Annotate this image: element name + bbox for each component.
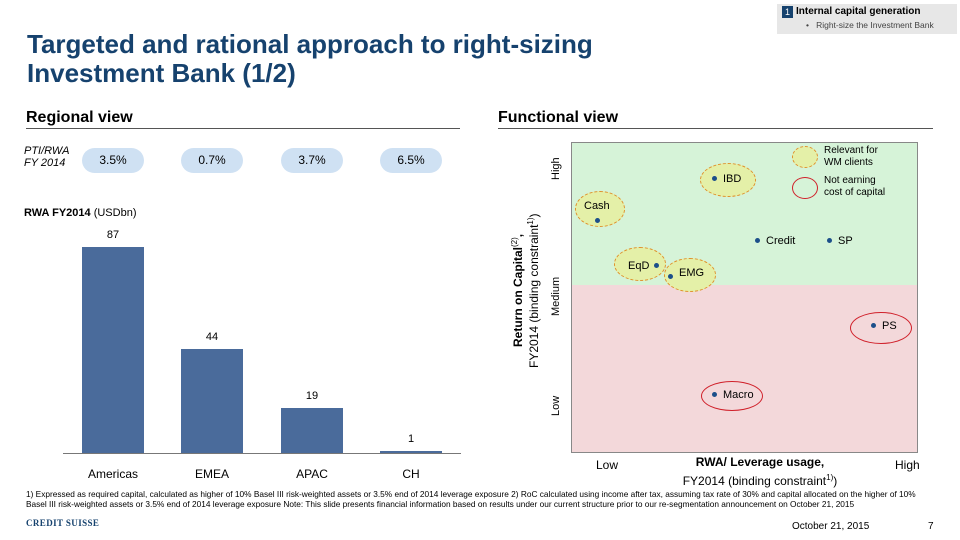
bar-chart-baseline	[63, 453, 461, 454]
legend-relevant-marker	[792, 146, 818, 168]
ps-label: PS	[882, 320, 897, 332]
tag-number: 1	[782, 6, 793, 18]
legend-not-earning-label: Not earning cost of capital	[824, 175, 885, 199]
category-label-apac: APAC	[296, 467, 328, 481]
emg-point	[668, 274, 673, 279]
y-title-normal: FY2014 (binding constraint	[527, 224, 541, 368]
cash-point	[595, 218, 600, 223]
y-axis-subtitle: FY2014 (binding constraint1))	[526, 213, 541, 368]
pti-value-americas: 3.5%	[82, 148, 144, 173]
tag-bullet-text: Right-size the Investment Bank	[816, 20, 934, 30]
bar-emea	[181, 349, 243, 453]
sp-point	[827, 238, 832, 243]
bar-value-apac: 19	[305, 390, 319, 402]
bar-value-ch: 1	[407, 433, 415, 445]
pti-value-ch: 6.5%	[380, 148, 442, 173]
credit-label: Credit	[766, 235, 796, 247]
red-zone	[572, 285, 917, 452]
x-title-normal: FY2014 (binding constraint	[682, 474, 827, 488]
footnote: 1) Expressed as required capital, calcul…	[26, 489, 916, 509]
ps-highlight	[850, 312, 912, 344]
regional-heading: Regional view	[26, 109, 133, 126]
ibd-point	[712, 176, 717, 181]
y-title-normal-suffix: )	[527, 213, 541, 218]
page-number: 7	[928, 521, 934, 532]
ibd-label: IBD	[723, 173, 742, 185]
y-title-bold-sup: (2)	[510, 237, 519, 247]
pti-label: PTI/RWA FY 2014	[24, 145, 69, 169]
bar-apac	[281, 408, 343, 453]
functional-heading: Functional view	[498, 109, 619, 126]
ibd-highlight	[700, 163, 756, 197]
bar-ch	[380, 451, 442, 453]
bar-value-americas: 87	[106, 229, 120, 241]
macro-point	[712, 392, 717, 397]
y-title-bold-suffix: ,	[511, 233, 525, 238]
ps-point	[871, 323, 876, 328]
page-title: Targeted and rational approach to right-…	[27, 30, 727, 88]
rwa-chart-title: RWA FY2014 (USDbn)	[24, 207, 137, 219]
macro-label: Macro	[723, 389, 754, 401]
macro-highlight	[701, 381, 763, 411]
x-title-bold: RWA/ Leverage usage,	[695, 455, 825, 469]
y-low-label: Low	[550, 395, 562, 416]
eqd-point	[654, 263, 659, 268]
y-high-label: High	[550, 157, 562, 180]
credit-suisse-logo: CREDIT SUISSE	[26, 518, 100, 528]
category-label-americas: Americas	[87, 467, 138, 481]
section-tag	[777, 4, 957, 34]
legend-not-earning-line2: cost of capital	[824, 187, 886, 198]
y-axis-title: Return on Capital(2),	[510, 234, 525, 347]
functional-rule	[498, 128, 933, 129]
category-label-ch: CH	[402, 467, 420, 481]
rwa-title-bold: RWA FY2014	[24, 207, 91, 219]
y-title-bold: Return on Capital	[511, 246, 525, 347]
rwa-title-unit: (USDbn)	[93, 207, 137, 219]
category-label-emea: EMEA	[194, 467, 229, 481]
pti-value-apac: 3.7%	[281, 148, 343, 173]
legend-not-earning-line1: Not earning	[824, 175, 876, 186]
cash-label: Cash	[584, 200, 610, 212]
eqd-label: EqD	[628, 260, 650, 272]
regional-rule	[26, 128, 460, 129]
credit-point	[755, 238, 760, 243]
pti-label-line2: FY 2014	[24, 157, 66, 169]
presentation-date: October 21, 2015	[792, 521, 870, 532]
y-medium-label: Medium	[550, 276, 562, 316]
legend-relevant-label: Relevant for WM clients	[824, 145, 878, 169]
x-title-suffix: )	[833, 474, 838, 488]
tag-bullet: • Right-size the Investment Bank	[806, 20, 934, 30]
pti-label-line1: PTI/RWA	[24, 145, 70, 157]
bar-value-emea: 44	[205, 331, 219, 343]
x-low-label: Low	[596, 458, 619, 472]
legend-not-earning-marker	[792, 177, 818, 199]
x-axis-title: RWA/ Leverage usage, FY2014 (binding con…	[660, 455, 860, 489]
pti-value-emea: 0.7%	[181, 148, 243, 173]
x-title-sup: 1)	[826, 473, 834, 482]
emg-label: EMG	[679, 267, 705, 279]
cash-highlight	[575, 191, 625, 227]
y-title-normal-sup: 1)	[526, 217, 535, 225]
tag-title: Internal capital generation	[796, 6, 921, 17]
sp-label: SP	[838, 235, 853, 247]
x-high-label: High	[895, 458, 920, 472]
bar-americas	[82, 247, 144, 453]
page-title-line1: Targeted and rational approach to right-…	[27, 29, 593, 59]
legend-relevant-line2: WM clients	[824, 157, 873, 168]
page-title-line2: Investment Bank (1/2)	[27, 58, 296, 88]
legend-relevant-line1: Relevant for	[824, 145, 878, 156]
